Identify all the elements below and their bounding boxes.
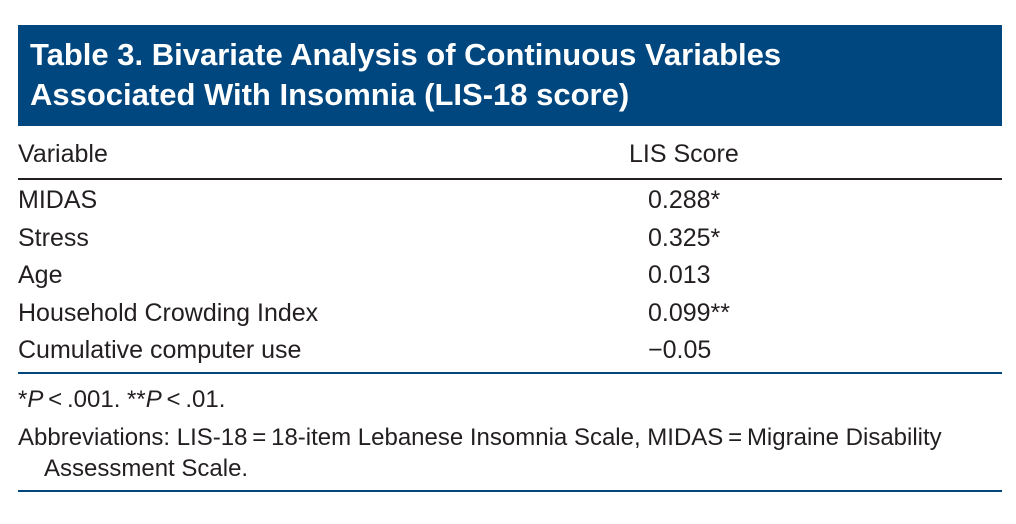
- table-row: MIDAS 0.288*: [18, 180, 1002, 218]
- cell-variable: Age: [18, 261, 63, 289]
- table-row: Stress 0.325*: [18, 218, 1002, 256]
- table-title-bar: Table 3. Bivariate Analysis of Continuou…: [18, 25, 1002, 126]
- table-footnotes: *P < .001. **P < .01. Abbreviations: LIS…: [18, 374, 1002, 492]
- cell-variable: Cumulative computer use: [18, 336, 302, 364]
- significance-footnote: *P < .001. **P < .01.: [18, 384, 1002, 416]
- cell-variable: Stress: [18, 223, 89, 252]
- table-body: MIDAS 0.288* Stress 0.325* Age 0.013 Hou…: [18, 180, 1002, 374]
- cell-variable: Household Crowding Index: [18, 298, 319, 327]
- cell-lis-score: 0.099**: [648, 298, 731, 327]
- data-table: Table 3. Bivariate Analysis of Continuou…: [18, 25, 1002, 492]
- table-row: Cumulative computer use −0.05: [18, 330, 1002, 368]
- cell-lis-score: 0.325*: [648, 223, 721, 252]
- table-title-line-1: Table 3. Bivariate Analysis of Continuou…: [30, 37, 782, 72]
- table-title-line-2: Associated With Insomnia (LIS-18 score): [30, 77, 630, 112]
- table-row: Household Crowding Index 0.099**: [18, 293, 1002, 331]
- column-header-variable: Variable: [18, 140, 108, 168]
- cell-lis-score: 0.288*: [648, 186, 721, 214]
- column-header-lis-score: LIS Score: [629, 140, 739, 168]
- abbreviations-footnote: Abbreviations: LIS-18 = 18-item Lebanese…: [18, 423, 942, 482]
- table-row: Age 0.013: [18, 255, 1002, 293]
- sig-threshold-2: < .01.: [161, 385, 226, 413]
- p-symbol-2: P: [145, 385, 162, 413]
- cell-lis-score: −0.05: [648, 336, 712, 364]
- cell-lis-score: 0.013: [648, 261, 711, 289]
- p-symbol-1: P: [27, 385, 44, 413]
- cell-variable: MIDAS: [18, 186, 98, 214]
- table-header-row: Variable LIS Score: [18, 126, 1002, 180]
- sig-prefix: *: [18, 385, 28, 413]
- sig-threshold-1: < .001. **: [43, 385, 146, 413]
